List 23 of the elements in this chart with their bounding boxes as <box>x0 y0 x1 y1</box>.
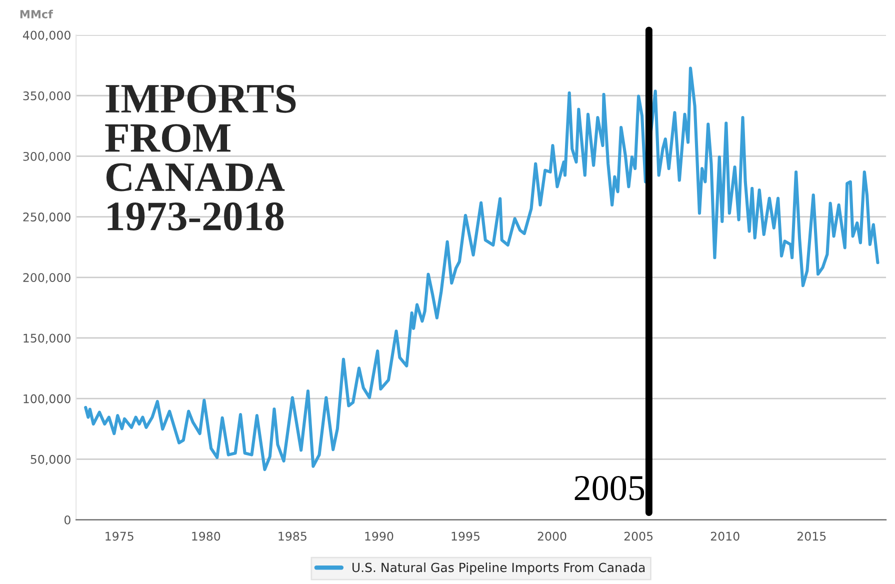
x-tick-label: 1985 <box>278 532 306 541</box>
y-tick-label: 300,000 <box>23 152 70 162</box>
y-tick-label: 0 <box>64 515 70 524</box>
y-tick-label: 150,000 <box>24 334 70 344</box>
legend-label: U.S. Natural Gas Pipeline Imports From Canada <box>352 562 645 575</box>
x-tick-label: 1980 <box>192 532 220 541</box>
x-tick-label: 2005 <box>624 532 653 541</box>
x-tick-label: 2000 <box>538 532 566 541</box>
y-tick-label: 250,000 <box>23 212 70 223</box>
x-tick-label: 1995 <box>452 532 480 541</box>
y-tick-label: 400,000 <box>22 30 70 41</box>
y-tick-label: 100,000 <box>24 394 70 404</box>
text: IMPORTS FROM CANADA 1973-2018 <box>105 84 296 231</box>
x-tick-label: 2010 <box>710 532 740 541</box>
x-tick-label: 2015 <box>797 532 826 541</box>
y-tick-label: 350,000 <box>23 91 70 102</box>
annotation: 2005 <box>574 476 644 500</box>
y-tick-label: 200,000 <box>23 273 70 284</box>
line-series <box>84 66 880 472</box>
y-axis-title: MMcf <box>20 10 54 18</box>
y-tick-label: 50,000 <box>30 454 70 466</box>
x-tick-label: 1975 <box>106 532 134 541</box>
x-tick-label: 1990 <box>365 532 394 541</box>
